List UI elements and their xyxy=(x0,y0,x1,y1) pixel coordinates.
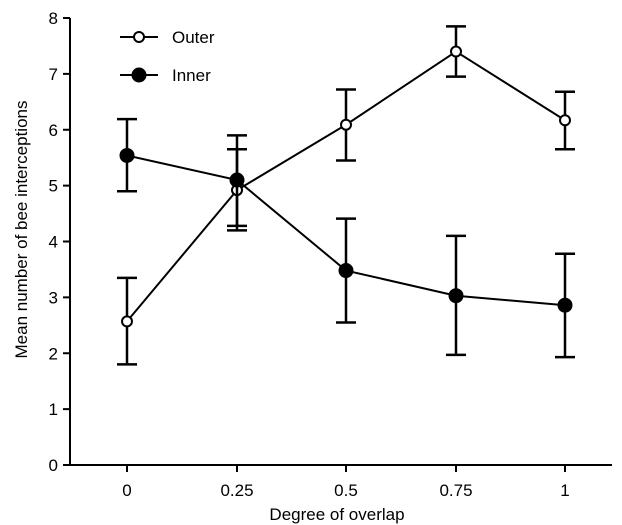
data-point-inner xyxy=(338,263,354,279)
y-tick-label: 5 xyxy=(49,177,58,196)
legend-marker-outer xyxy=(133,31,145,43)
data-point-outer xyxy=(450,45,462,58)
legend: Outer Inner xyxy=(120,28,215,85)
x-tick-label: 0.75 xyxy=(439,481,472,500)
y-tick-label: 8 xyxy=(49,9,58,28)
data-point-inner xyxy=(557,297,573,313)
y-tick-label: 2 xyxy=(49,344,58,363)
x-ticks: 0 0.25 0.5 0.75 1 xyxy=(122,465,570,500)
data-point-inner xyxy=(229,172,245,188)
legend-marker-inner xyxy=(131,67,147,83)
axes: 0 1 2 3 4 5 6 7 8 0 0.25 0.5 0.75 1 Degree of overla… xyxy=(12,9,612,524)
data-point-inner xyxy=(119,147,135,163)
x-tick-label: 1 xyxy=(560,481,569,500)
data-point-outer xyxy=(559,114,571,127)
data-point-outer xyxy=(340,118,352,131)
x-tick-label: 0.5 xyxy=(334,481,358,500)
x-tick-label: 0 xyxy=(122,481,131,500)
legend-label-outer: Outer xyxy=(172,28,215,47)
y-tick-label: 1 xyxy=(49,400,58,419)
data-point-outer xyxy=(121,315,133,328)
x-tick-label: 0.25 xyxy=(220,481,253,500)
y-tick-label: 3 xyxy=(49,288,58,307)
data-point-inner xyxy=(448,288,464,304)
x-axis-title: Degree of overlap xyxy=(269,505,404,524)
plot-area xyxy=(117,25,575,366)
y-tick-label: 0 xyxy=(49,456,58,475)
y-tick-label: 6 xyxy=(49,121,58,140)
series-inner xyxy=(117,117,575,359)
y-axis-title: Mean number of bee interceptions xyxy=(12,101,31,359)
y-tick-label: 7 xyxy=(49,65,58,84)
y-ticks: 0 1 2 3 4 5 6 7 8 xyxy=(49,9,70,475)
legend-label-inner: Inner xyxy=(172,66,211,85)
y-tick-label: 4 xyxy=(49,233,58,252)
